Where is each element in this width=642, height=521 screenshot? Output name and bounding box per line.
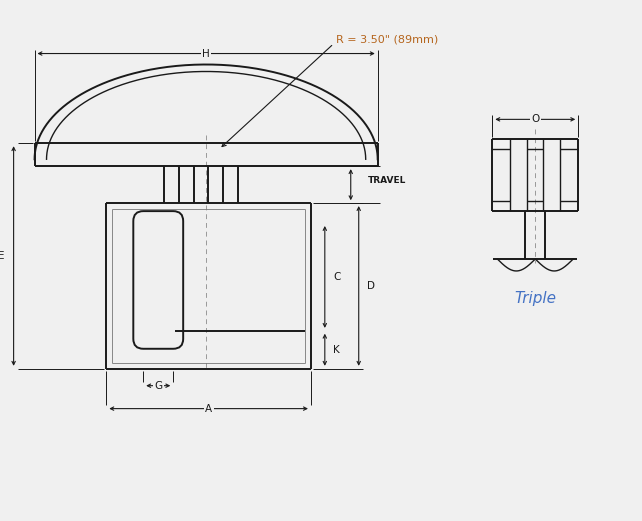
Text: H: H [202,48,210,58]
Text: R = 3.50" (89mm): R = 3.50" (89mm) [336,34,438,45]
Text: E: E [0,251,5,261]
Text: G: G [154,381,162,391]
Text: K: K [333,345,340,355]
Text: Triple: Triple [514,291,556,306]
Text: C: C [333,272,340,282]
Text: TRAVEL: TRAVEL [368,176,406,185]
Text: O: O [531,115,539,125]
Text: A: A [205,404,212,414]
Text: D: D [367,281,375,291]
